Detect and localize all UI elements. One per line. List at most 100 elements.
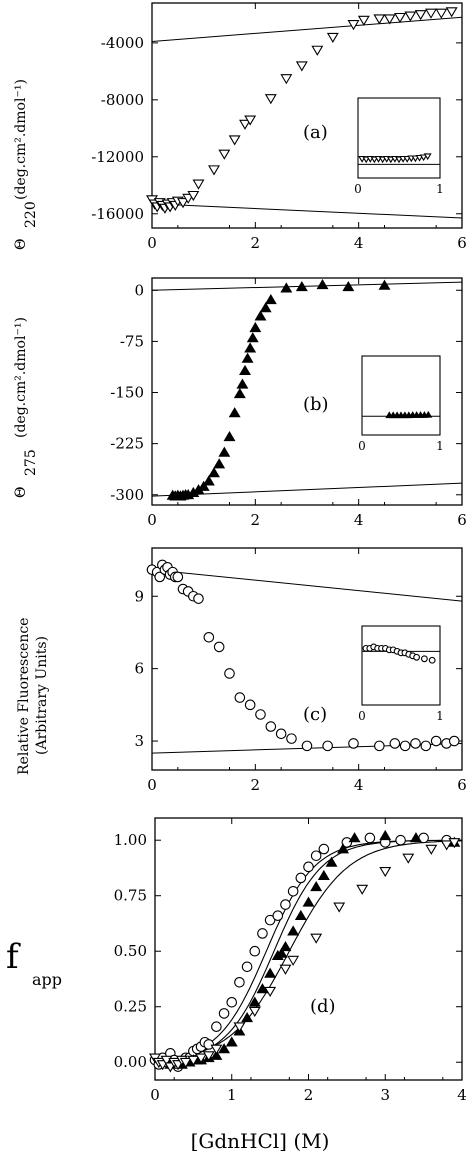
data-point — [287, 955, 300, 966]
data-point — [218, 1008, 230, 1019]
inset-data-point — [413, 653, 420, 661]
data-point — [287, 925, 300, 936]
data-point — [241, 961, 253, 973]
data-point — [228, 407, 241, 418]
inset-x-tick-label: 1 — [436, 439, 444, 453]
data-point — [348, 738, 359, 749]
data-point — [310, 880, 323, 892]
y-tick-label: -150 — [110, 384, 144, 402]
data-point — [287, 885, 299, 897]
data-point — [256, 983, 269, 994]
data-point — [179, 1057, 192, 1069]
data-point — [203, 1039, 215, 1050]
data-point — [234, 977, 245, 988]
panel-b-frame — [151, 277, 463, 506]
panel-c-label: (c) — [303, 704, 327, 725]
data-point — [389, 738, 401, 749]
y-tick-label: 0.00 — [114, 1053, 147, 1071]
x-tick-label: 0 — [147, 776, 157, 794]
inset-data-point — [420, 655, 428, 663]
x-tick-label: 4 — [457, 1086, 467, 1104]
inset-data-point — [395, 156, 403, 164]
x-tick-label: 0 — [147, 511, 157, 529]
data-point — [203, 631, 215, 643]
data-point — [378, 279, 391, 290]
inset-frame — [361, 355, 441, 436]
data-point — [272, 910, 284, 921]
x-tick-label: 4 — [354, 511, 364, 529]
data-point — [311, 45, 324, 56]
inset-data-point — [386, 156, 395, 164]
inset-data-point — [411, 155, 420, 163]
y-tick-label: 1.00 — [114, 831, 147, 849]
data-point — [280, 282, 293, 293]
data-point — [218, 446, 231, 457]
y-tick-label: 0.50 — [114, 942, 147, 960]
data-point — [264, 293, 277, 305]
data-point — [379, 829, 392, 841]
y-tick-label: -300 — [110, 486, 144, 504]
panel-b-ylabel-symbol: Θ — [13, 487, 29, 498]
data-point — [302, 896, 315, 907]
y-tick-label: 0.25 — [114, 998, 147, 1016]
data-point — [348, 832, 361, 843]
data-point — [394, 12, 406, 24]
y-tick-label: 0.75 — [114, 887, 147, 905]
inset-frame — [357, 97, 441, 179]
panel-a-ylabel-subscript: 220 — [23, 201, 39, 228]
y-tick-label: 0 — [134, 281, 144, 299]
data-point — [373, 14, 386, 25]
data-point — [264, 914, 276, 926]
data-point — [430, 735, 442, 747]
panel-c-frame — [151, 547, 463, 771]
data-point — [248, 1006, 261, 1018]
data-point — [208, 467, 220, 478]
fit-curve — [155, 839, 462, 1061]
data-point — [357, 15, 370, 26]
panel-a-label: (a) — [303, 122, 328, 143]
data-point — [295, 872, 307, 884]
data-point — [239, 119, 251, 130]
data-point — [445, 7, 458, 18]
data-point — [275, 947, 288, 958]
x-tick-label: 0 — [147, 234, 157, 252]
inset-data-point — [423, 153, 432, 161]
panel-d-y-axis-title: f app — [6, 937, 62, 989]
x-tick-label: 3 — [380, 1086, 390, 1104]
inset-x-tick-label: 0 — [354, 182, 362, 196]
data-point — [379, 866, 392, 878]
data-point — [318, 843, 330, 855]
panel-a-ylabel-units: (deg.cm².dmol⁻¹) — [13, 79, 29, 200]
panel-d-ylabel-main: f — [6, 937, 21, 977]
data-point — [172, 571, 184, 583]
data-point — [192, 179, 205, 190]
data-point — [249, 945, 261, 957]
y-tick-label: 3 — [134, 732, 144, 750]
baseline — [152, 569, 462, 602]
data-point — [347, 20, 360, 31]
data-point — [226, 996, 238, 1008]
data-point — [241, 352, 254, 363]
data-point — [275, 728, 287, 740]
x-axis-title: [GdnHCl] (M) — [191, 1129, 330, 1153]
data-point — [208, 165, 220, 176]
data-point — [193, 593, 204, 604]
inset-data-point — [424, 410, 433, 418]
panel-d-ylabel-subscript: app — [32, 970, 62, 989]
baseline — [152, 203, 462, 219]
x-tick-label: 6 — [457, 511, 467, 529]
data-point — [213, 641, 225, 653]
data-point — [244, 699, 256, 711]
data-point — [239, 364, 251, 376]
inset-data-point — [403, 155, 412, 163]
data-point — [264, 967, 277, 978]
data-point — [448, 838, 461, 849]
data-point — [257, 928, 268, 939]
data-point — [279, 940, 292, 952]
